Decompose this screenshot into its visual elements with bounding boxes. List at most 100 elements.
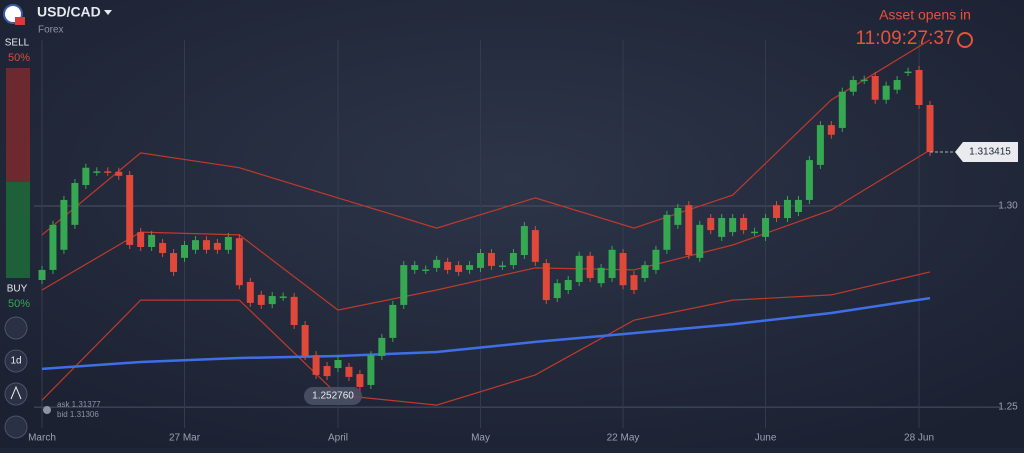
ask: ask 1.31377	[57, 400, 101, 409]
candle-body	[751, 231, 759, 234]
candle-body	[893, 80, 901, 90]
candle-body	[213, 242, 221, 250]
candle-body	[411, 265, 419, 270]
candle-body	[334, 360, 342, 369]
indicator-button[interactable]	[4, 316, 28, 340]
clock-icon	[957, 32, 973, 48]
candle-body	[926, 104, 934, 152]
candle-body	[389, 304, 397, 338]
candle-body	[783, 199, 791, 219]
candle-body	[181, 244, 189, 258]
candle-body	[170, 253, 178, 272]
candle-body	[191, 240, 199, 250]
candle-body	[509, 253, 517, 266]
candle-body	[268, 296, 276, 305]
x-tick-label: April	[328, 433, 348, 444]
candle-body	[202, 240, 210, 250]
candle-body	[71, 183, 79, 225]
x-tick-label: 28 Jun	[904, 433, 934, 444]
indicator-line	[41, 296, 931, 371]
candle-body	[137, 232, 145, 247]
candle-body	[235, 238, 243, 286]
y-tick-label: 1.30	[998, 201, 1018, 212]
candle-body	[685, 205, 693, 256]
candle-body	[674, 207, 682, 225]
candle-body	[367, 355, 375, 385]
candle-body	[553, 283, 561, 299]
candle-body	[860, 79, 868, 82]
indicator-line	[41, 271, 931, 406]
candle-body	[915, 69, 923, 105]
candle-body	[498, 265, 506, 267]
last-price-label: 1.313415	[969, 147, 1011, 158]
candle-body	[740, 218, 748, 231]
candle-body	[827, 125, 835, 135]
candle-body	[466, 265, 474, 270]
drawing-button[interactable]	[4, 382, 28, 406]
candle-body	[542, 263, 550, 301]
candle-body	[597, 267, 605, 284]
candle-body	[312, 355, 320, 375]
candle-body	[400, 265, 408, 305]
candle-body	[378, 337, 386, 356]
candle-body	[126, 174, 134, 245]
candle-body	[301, 325, 309, 356]
timeframe[interactable]: 1d	[10, 356, 21, 367]
candle-body	[224, 236, 232, 250]
candle-body	[531, 230, 539, 262]
buy-label[interactable]: BUY	[7, 284, 28, 295]
sell-bar	[6, 68, 30, 182]
timeframe-button[interactable]	[4, 349, 28, 373]
candle-body	[641, 265, 649, 278]
candle-body	[707, 218, 715, 231]
candle-body	[104, 171, 112, 173]
candle-body	[148, 234, 156, 247]
candle-body	[49, 224, 57, 270]
candle-body	[82, 167, 90, 186]
market: Forex	[38, 25, 64, 36]
candle-body	[279, 296, 287, 298]
candle-body	[696, 224, 704, 258]
low-marker	[304, 386, 362, 405]
candle-body	[564, 279, 572, 291]
bid: bid 1.31306	[57, 410, 99, 419]
candle-body	[729, 218, 737, 233]
dropdown-arrow[interactable]	[104, 10, 112, 15]
symbol[interactable]: USD/CAD	[37, 4, 101, 20]
candle-body	[159, 242, 167, 254]
info-icon	[43, 406, 51, 414]
candle-body	[608, 249, 616, 278]
candle-body	[444, 261, 452, 270]
notice-text: Asset opens in	[879, 7, 971, 23]
low-marker-label: 1.252760	[312, 391, 354, 402]
candle-body	[718, 218, 726, 237]
x-tick-label: May	[471, 433, 490, 444]
candle-body	[477, 253, 485, 268]
candle-body	[619, 253, 627, 286]
candle-body	[290, 296, 298, 326]
candle-body	[630, 275, 638, 291]
x-tick-label: 27 Mar	[169, 433, 201, 444]
candle-body	[816, 125, 824, 165]
candle-body	[652, 249, 660, 270]
candle-body	[762, 218, 770, 237]
sell-percent: 50%	[8, 52, 30, 64]
candle-body	[38, 269, 46, 280]
candle-body	[60, 199, 68, 250]
candle-body	[871, 76, 879, 100]
candle-body	[115, 171, 123, 176]
candle-body	[345, 366, 353, 377]
candle-body	[323, 366, 331, 377]
buy-bar	[6, 182, 30, 278]
candle-body	[904, 71, 912, 74]
sell-label[interactable]: SELL	[5, 38, 30, 49]
buy-percent: 50%	[8, 298, 30, 310]
chart-type-button[interactable]	[4, 415, 28, 439]
x-tick-label: June	[755, 433, 777, 444]
candle-body	[794, 199, 802, 212]
candle-body	[849, 80, 857, 92]
y-tick-label: 1.25	[998, 402, 1018, 413]
candle-body	[246, 281, 254, 303]
